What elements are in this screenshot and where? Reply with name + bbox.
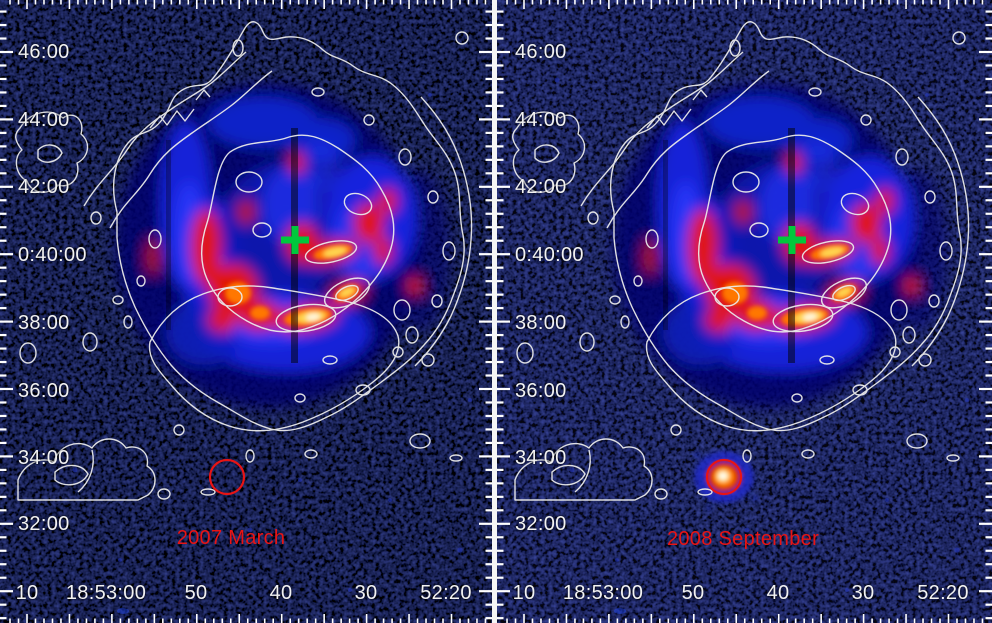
panel-divider bbox=[492, 0, 497, 623]
left-panel-axis-ticks bbox=[0, 0, 492, 623]
right-panel-image bbox=[497, 0, 992, 623]
right-panel-axis-ticks bbox=[497, 0, 992, 623]
left-panel-image bbox=[0, 0, 492, 623]
